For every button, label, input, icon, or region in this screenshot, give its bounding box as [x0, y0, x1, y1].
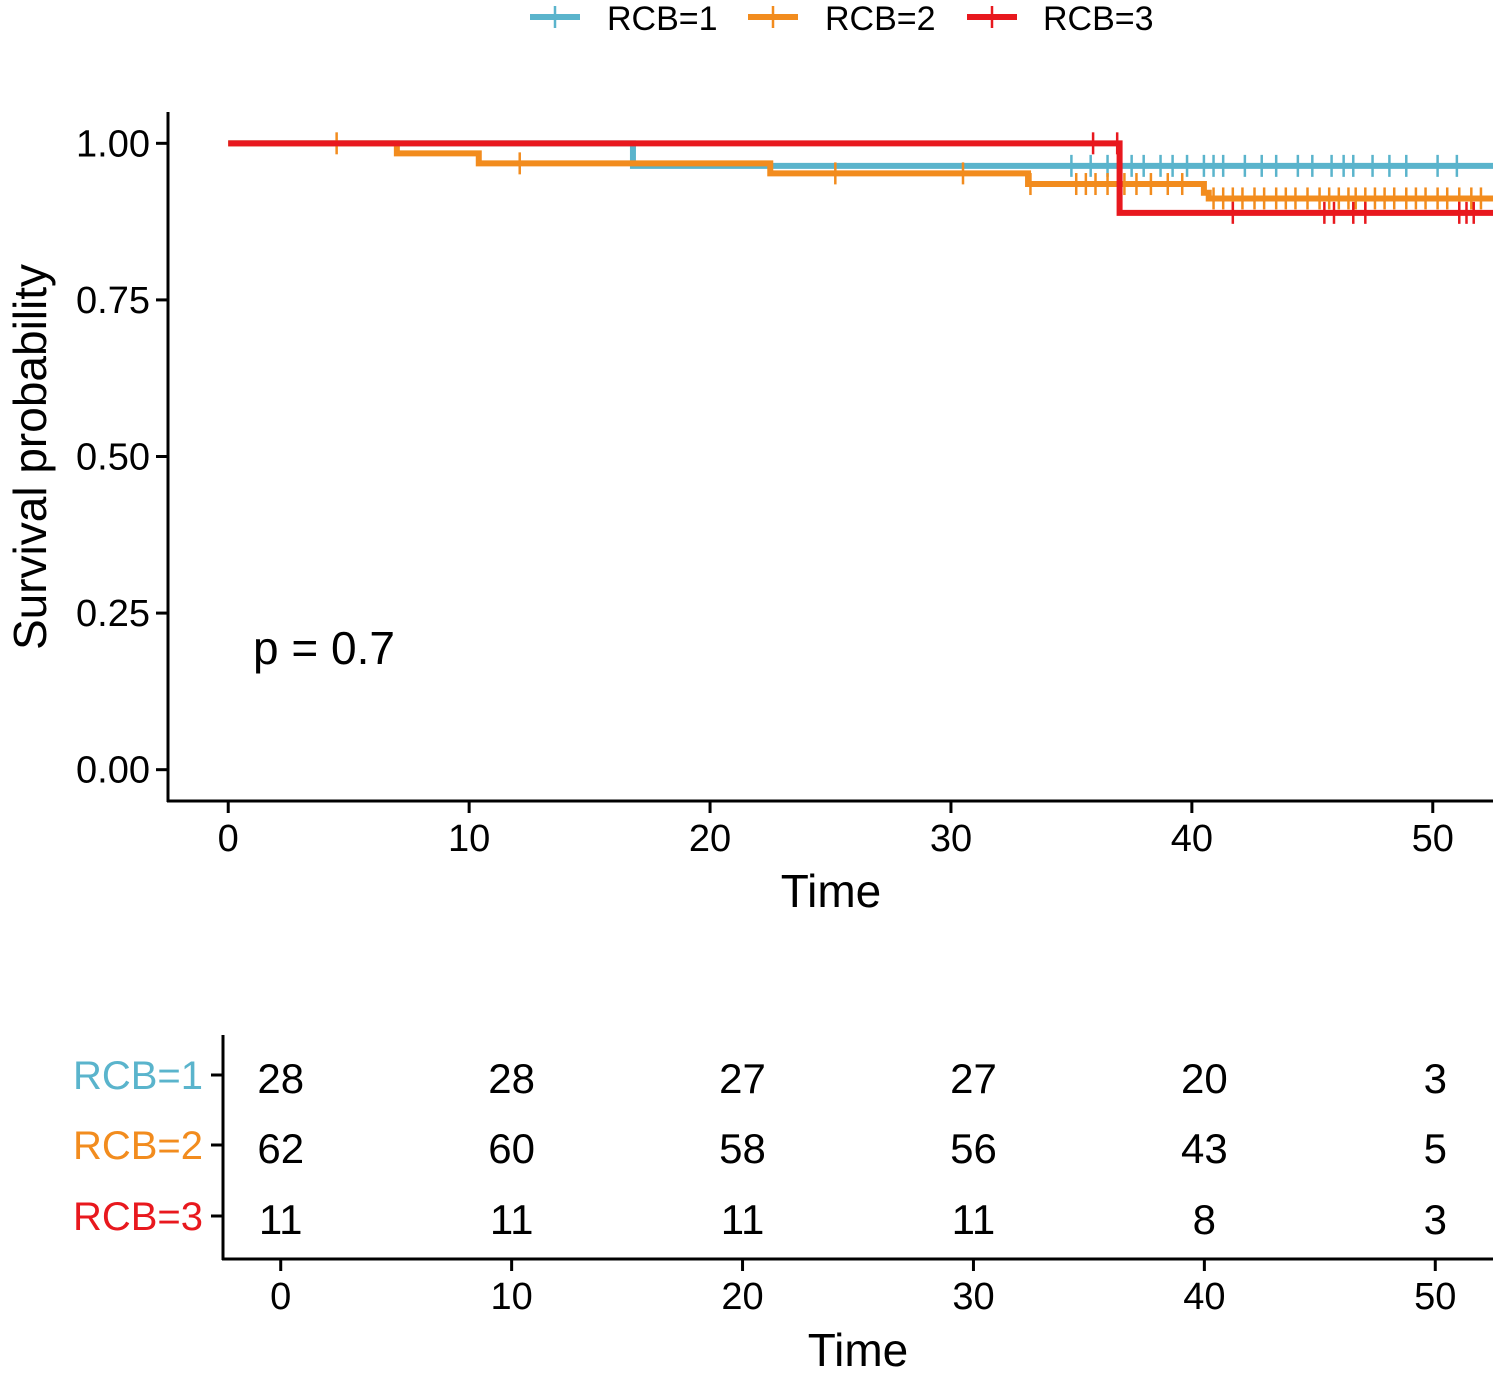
survival-curve: [228, 140, 1493, 202]
y-axis-title: Survival probability: [4, 264, 56, 650]
risk-count: 11: [490, 1196, 534, 1243]
x-tick-label: 20: [689, 818, 731, 860]
risk-count: 27: [950, 1055, 997, 1102]
legend-item: RCB=1: [530, 0, 718, 38]
survival-plot: 0 10 20 30 40 500.000.250.500.751.00 p = 0.7 …: [4, 112, 1493, 917]
legend-item: RCB=3: [967, 0, 1154, 38]
risk-count: 11: [721, 1196, 765, 1243]
legend-label: RCB=2: [825, 0, 936, 38]
risk-count: 11: [952, 1196, 996, 1243]
risk-row-label: RCB=2: [73, 1124, 203, 1168]
risk-count: 11: [259, 1196, 303, 1243]
risk-count: 28: [257, 1055, 304, 1102]
risk-table-x-title: Time: [808, 1324, 909, 1373]
risk-x-tick-label: 10: [490, 1276, 532, 1318]
main-axes: 0 10 20 30 40 50 0.00 0.25 0.50 0.75 1.00: [76, 112, 1493, 860]
risk-x-tick-label: 20: [721, 1276, 763, 1318]
risk-x-tick-label: 0: [270, 1276, 291, 1318]
risk-count: 43: [1181, 1125, 1228, 1172]
risk-count: 5: [1424, 1125, 1447, 1172]
risk-row: RCB=2 62 60 58 56 43 5: [73, 1124, 1447, 1172]
legend: RCB=1 RCB=2 RCB=3: [530, 0, 1154, 38]
legend-label: RCB=1: [607, 0, 718, 38]
x-tick-label: 10: [448, 818, 490, 860]
y-tick-label: 0.75: [76, 280, 150, 322]
risk-count: 56: [950, 1125, 997, 1172]
risk-row-label: RCB=3: [73, 1195, 203, 1239]
x-tick-label: 0: [218, 818, 239, 860]
series-rcb-3: [228, 132, 1493, 224]
x-tick-label: 40: [1171, 818, 1213, 860]
risk-table-cells: RCB=1 28 28 27 27 20 3 RCB=2 62 60 58 56 43 5 RCB=3 11 1…: [73, 1054, 1447, 1243]
risk-row: RCB=3 11 11 11 11 8 3: [73, 1195, 1447, 1243]
legend-item: RCB=2: [748, 0, 936, 38]
risk-count: 62: [257, 1125, 304, 1172]
risk-row: RCB=1 28 28 27 27 20 3: [73, 1054, 1447, 1102]
risk-count: 20: [1181, 1055, 1228, 1102]
risk-count: 27: [719, 1055, 766, 1102]
risk-table-axes: 0 10 20 30 40 50: [221, 1035, 1493, 1318]
legend-label: RCB=3: [1043, 0, 1154, 38]
risk-count: 28: [488, 1055, 535, 1102]
risk-x-tick-label: 30: [952, 1276, 994, 1318]
y-tick-label: 0.25: [76, 593, 150, 635]
risk-count: 58: [719, 1125, 766, 1172]
survival-curves: [228, 132, 1493, 224]
risk-count: 8: [1193, 1196, 1216, 1243]
y-tick-label: 0.50: [76, 437, 150, 479]
risk-x-tick-label: 40: [1183, 1276, 1225, 1318]
risk-count: 3: [1424, 1055, 1447, 1102]
risk-row-label: RCB=1: [73, 1054, 203, 1098]
x-tick-label: 50: [1412, 818, 1454, 860]
x-axis-title: Time: [781, 865, 882, 917]
y-tick-label: 0.00: [76, 750, 150, 792]
series-rcb-2: [228, 132, 1493, 210]
x-tick-label: 30: [930, 818, 972, 860]
risk-count: 60: [488, 1125, 535, 1172]
p-value-annotation: p = 0.7: [253, 622, 395, 674]
risk-count: 3: [1424, 1196, 1447, 1243]
y-tick-label: 1.00: [76, 123, 150, 165]
risk-x-tick-label: 50: [1414, 1276, 1456, 1318]
survival-curve: [228, 140, 1493, 216]
